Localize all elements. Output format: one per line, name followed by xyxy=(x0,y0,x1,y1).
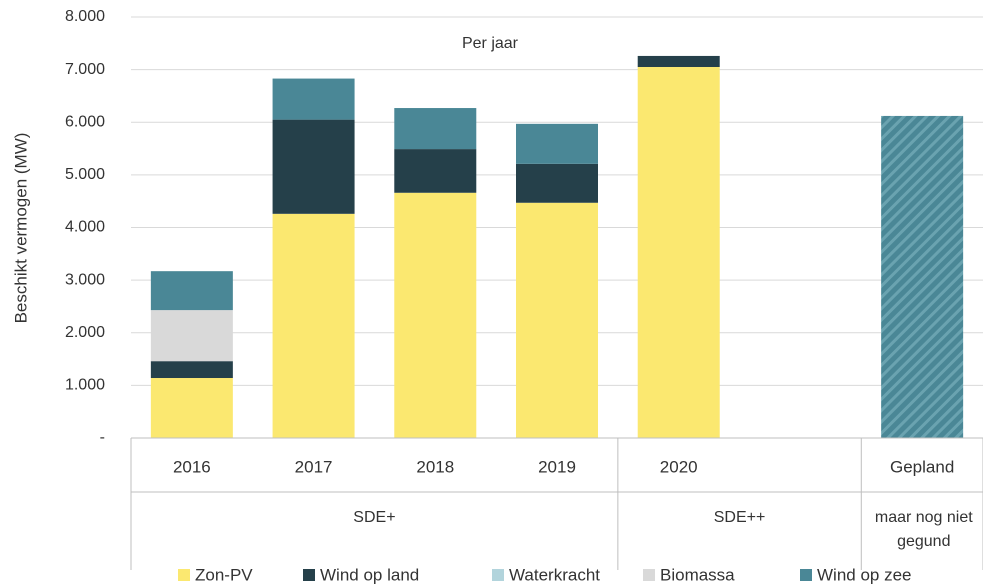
bar-segment xyxy=(150,361,233,379)
legend-swatch xyxy=(303,569,315,581)
bar-segment xyxy=(516,163,598,203)
bar-segment xyxy=(150,378,233,438)
x-tick-label: 2016 xyxy=(173,457,211,476)
y-tick-label: 2.000 xyxy=(65,324,105,341)
bar-segment xyxy=(516,123,598,164)
y-tick-label: 1.000 xyxy=(65,377,105,394)
bar-segment xyxy=(394,108,477,150)
x-tick-label: 2019 xyxy=(538,457,576,476)
annotation: Per jaar xyxy=(462,35,519,52)
bar-segment xyxy=(272,78,355,120)
x-tick-label: 2017 xyxy=(295,457,333,476)
bar-segment xyxy=(881,115,964,438)
x-tick-label: 2018 xyxy=(416,457,454,476)
legend-label: Waterkracht xyxy=(509,565,600,584)
y-axis-label: Beschikt vermogen (MW) xyxy=(11,133,30,324)
legend-label: Wind op land xyxy=(320,565,419,584)
x-tick-label: 2020 xyxy=(660,457,698,476)
y-tick-label: 3.000 xyxy=(65,271,105,288)
y-tick-label: 6.000 xyxy=(65,113,105,130)
legend-label: Biomassa xyxy=(660,565,735,584)
bar-segment xyxy=(637,66,720,439)
legend-label: Wind op zee xyxy=(817,565,912,584)
bar-segment xyxy=(394,192,477,438)
group-label: maar nog niet gegund xyxy=(874,509,973,550)
legend-swatch xyxy=(178,569,190,581)
y-tick-label: 4.000 xyxy=(65,219,105,236)
x-tick-label: Gepland xyxy=(890,457,954,476)
bar-segment xyxy=(272,119,355,214)
y-tick-label: 7.000 xyxy=(65,61,105,78)
y-tick-label: - xyxy=(100,429,105,446)
legend-label: Zon-PV xyxy=(195,565,253,584)
bar-segment xyxy=(516,202,598,438)
group-label: SDE++ xyxy=(713,509,766,526)
bar-segment xyxy=(394,149,477,193)
legend-swatch xyxy=(800,569,812,581)
legend-swatch xyxy=(492,569,504,581)
bar-segment xyxy=(637,55,720,67)
bar-segment xyxy=(150,271,233,311)
group-label: SDE+ xyxy=(353,509,396,526)
y-tick-label: 8.000 xyxy=(65,8,105,25)
bar-segment xyxy=(272,213,355,438)
y-tick-label: 5.000 xyxy=(65,166,105,183)
bar-segment xyxy=(150,310,233,362)
legend-swatch xyxy=(643,569,655,581)
